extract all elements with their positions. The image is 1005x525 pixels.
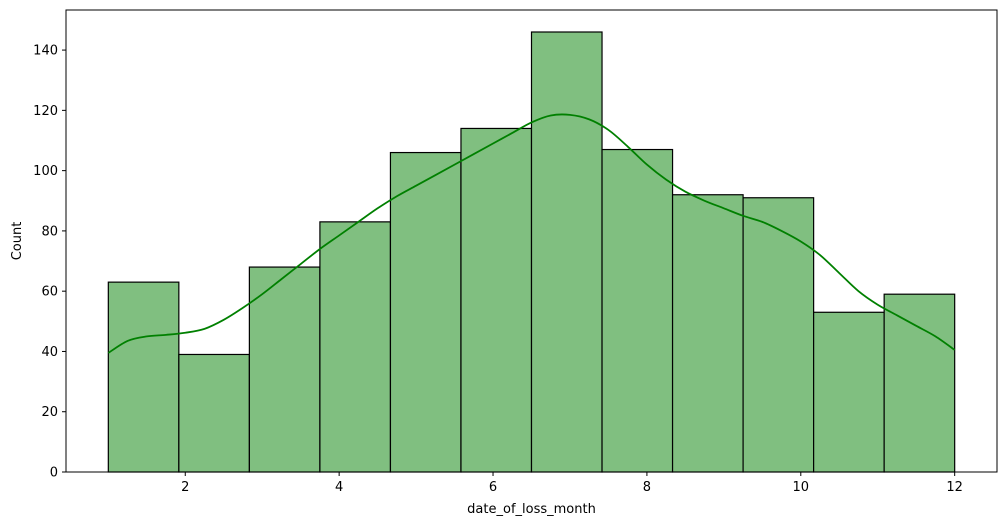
- y-tick-label: 20: [41, 405, 58, 420]
- x-ticks-group: 2 4 6 8 10 12: [181, 472, 963, 495]
- histogram-bar: [530, 31, 603, 473]
- histogram-bar: [178, 353, 250, 473]
- histogram-bar: [671, 194, 744, 473]
- y-axis-label: Count: [10, 222, 25, 261]
- y-tick-label: 80: [41, 224, 58, 239]
- y-tick-label: 40: [41, 345, 58, 360]
- kde-group: [107, 113, 956, 354]
- y-tick-label: 140: [33, 44, 58, 59]
- histogram-bar: [248, 266, 321, 473]
- y-tick-label: 60: [41, 285, 58, 300]
- bars-group: [107, 31, 956, 473]
- histogram-bar: [813, 311, 885, 473]
- x-tick-label: 2: [181, 480, 189, 495]
- histogram-bar: [319, 221, 392, 473]
- y-ticks-group: 0 20 40 60 80 100 120 140: [33, 44, 66, 481]
- x-tick-label: 10: [793, 480, 810, 495]
- y-tick-label: 0: [50, 466, 58, 481]
- plot-frame: [65, 9, 998, 473]
- histogram-bar: [460, 127, 533, 473]
- x-tick-label: 12: [946, 480, 963, 495]
- x-tick-label: 8: [643, 480, 651, 495]
- histogram-bar: [601, 148, 674, 473]
- x-tick-label: 6: [489, 480, 497, 495]
- kde-line: [107, 113, 956, 354]
- y-tick-label: 120: [33, 104, 58, 119]
- histogram-bar: [107, 281, 180, 473]
- x-tick-label: 4: [335, 480, 343, 495]
- x-axis-label: date_of_loss_month: [467, 502, 596, 517]
- histogram-bar: [883, 293, 956, 473]
- y-tick-label: 100: [33, 164, 58, 179]
- histogram-bar: [742, 197, 815, 473]
- histogram-bar: [389, 151, 462, 473]
